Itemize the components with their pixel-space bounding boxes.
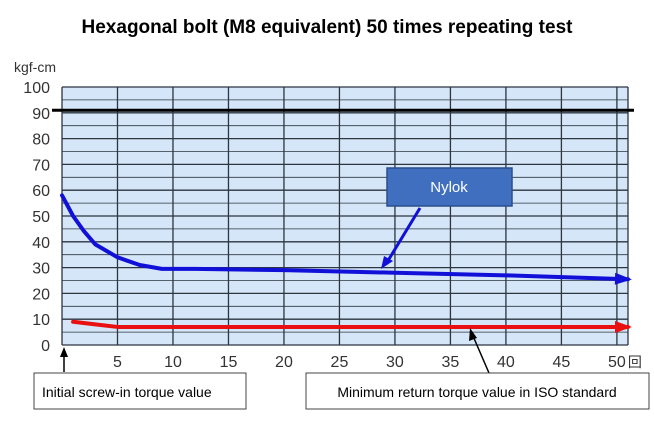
x-tick-label: 5 [113, 354, 122, 371]
y-tick-label: 80 [32, 132, 50, 149]
x-tick-label: 45 [553, 354, 571, 371]
right-note-text: Minimum return torque value in ISO stand… [337, 384, 616, 400]
y-tick-label: 10 [32, 312, 50, 329]
callout-box [386, 167, 513, 207]
x-tick-label: 50 [608, 354, 626, 371]
y-tick-label: 50 [32, 209, 50, 226]
series-line-1 [60, 193, 630, 282]
callout-arrowhead [381, 256, 393, 269]
callout-label: Nylok [430, 179, 468, 196]
right-note-arrowhead [469, 328, 477, 341]
x-tick-label: 20 [275, 354, 293, 371]
left-note-arrowhead [60, 347, 68, 357]
y-tick-label: 100 [23, 80, 50, 97]
y-axis-unit: kgf-cm [14, 59, 56, 75]
x-tick-label: 25 [331, 354, 349, 371]
x-tick-label: 15 [220, 354, 238, 371]
right-note-arrow [472, 335, 490, 374]
x-tick-label: 35 [442, 354, 460, 371]
y-tick-label: 60 [32, 183, 50, 200]
grid [61, 86, 629, 346]
series-arrowhead-1 [614, 272, 632, 285]
x-tick-label: 10 [164, 354, 182, 371]
callout-arrow [384, 207, 422, 265]
series-arrowhead-2 [615, 320, 632, 333]
y-tick-label: 0 [41, 338, 50, 355]
y-axis-ticks: 0 10 20 30 40 50 60 70 80 90 100 [23, 80, 50, 355]
x-axis-unit: 回 [628, 354, 642, 370]
y-tick-label: 40 [32, 235, 50, 252]
y-tick-label: 30 [32, 261, 50, 278]
series-lines [60, 193, 632, 333]
x-tick-label: 30 [386, 354, 404, 371]
y-tick-label: 90 [32, 106, 50, 123]
x-tick-label: 40 [497, 354, 515, 371]
chart-title: Hexagonal bolt (M8 equivalent) 50 times … [82, 17, 574, 38]
series-line-2 [71, 319, 630, 329]
y-tick-label: 20 [32, 286, 50, 303]
y-tick-label: 70 [32, 157, 50, 174]
left-note-text: Initial screw-in torque value [42, 384, 212, 400]
right-note-box [305, 372, 650, 410]
left-note-box [33, 372, 247, 410]
x-axis-ticks: 5 10 15 20 25 30 35 40 45 50 回 [113, 354, 642, 371]
